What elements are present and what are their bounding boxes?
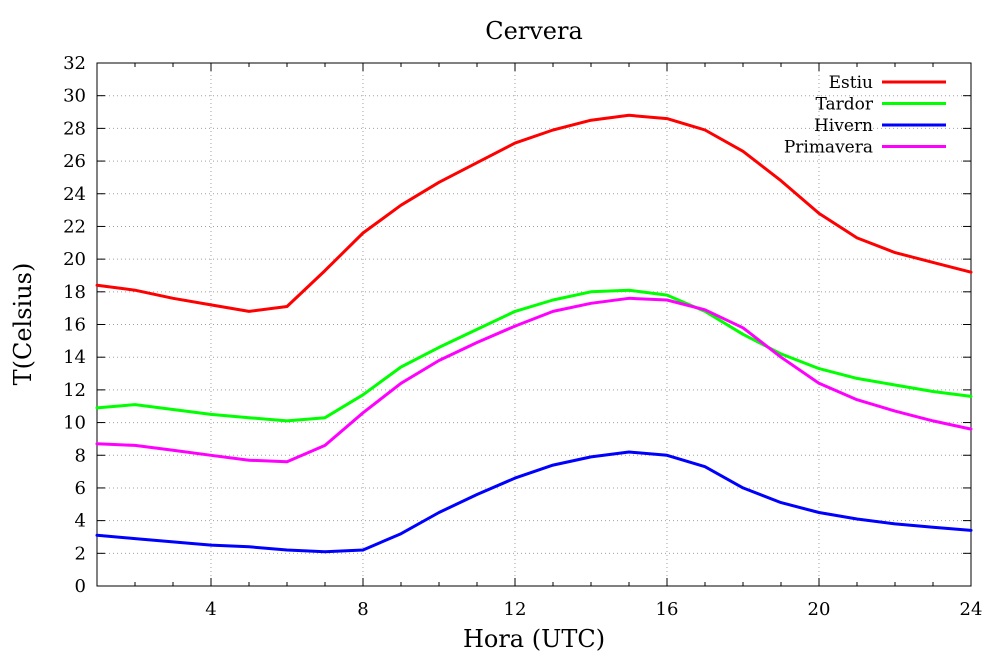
legend-label-hivern: Hivern: [814, 116, 873, 136]
x-tick-label: 8: [357, 599, 368, 620]
legend-label-primavera: Primavera: [784, 138, 873, 158]
y-tick-label: 2: [75, 543, 86, 564]
x-tick-label: 4: [205, 599, 216, 620]
x-tick-label: 20: [808, 599, 831, 620]
y-tick-label: 24: [63, 184, 86, 205]
series: [95, 113, 973, 554]
series-line-estiu: [95, 113, 973, 313]
series-line-primavera: [95, 296, 973, 464]
y-tick-label: 16: [63, 315, 86, 336]
y-tick-label: 6: [75, 478, 86, 499]
y-tick-label: 0: [75, 576, 86, 597]
grid: [97, 63, 971, 586]
series-line-hivern: [95, 450, 973, 554]
x-axis-label: Hora (UTC): [463, 625, 605, 653]
y-tick-label: 20: [63, 249, 86, 270]
x-tick-label: 24: [960, 599, 983, 620]
y-tick-label: 14: [63, 347, 86, 368]
y-tick-label: 8: [75, 445, 86, 466]
y-tick-label: 10: [63, 413, 86, 434]
ticks: [96, 62, 972, 587]
y-tick-label: 30: [63, 86, 86, 107]
legend-label-estiu: Estiu: [829, 73, 873, 93]
y-tick-label: 28: [63, 118, 86, 139]
series-line-tardor: [95, 288, 973, 423]
x-tick-label: 12: [504, 599, 527, 620]
y-tick-label: 18: [63, 282, 86, 303]
y-axis-label: T(Celsius): [9, 263, 37, 386]
y-tick-label: 26: [63, 151, 86, 172]
x-tick-label: 16: [656, 599, 679, 620]
legend-label-tardor: Tardor: [815, 95, 873, 115]
y-tick-label: 22: [63, 216, 86, 237]
y-tick-label: 32: [63, 53, 86, 74]
chart-title: Cervera: [485, 17, 583, 45]
y-tick-label: 4: [75, 511, 86, 532]
y-tick-label: 12: [63, 380, 86, 401]
